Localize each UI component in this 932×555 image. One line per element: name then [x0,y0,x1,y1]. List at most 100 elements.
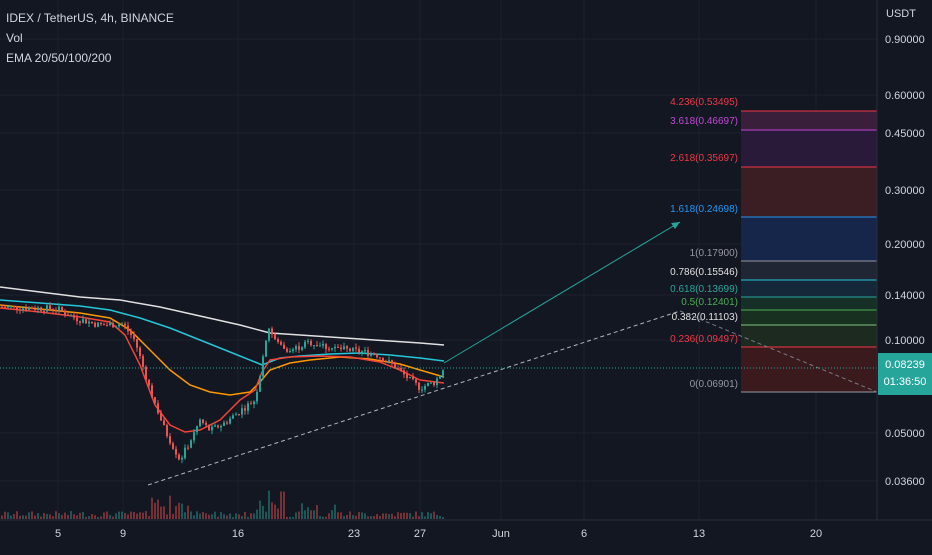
candle-body [394,363,396,369]
candle-body [115,326,117,328]
price-tick-label: 0.03600 [885,476,925,488]
volume-bar [106,511,108,519]
symbol-title[interactable]: IDEX / TetherUS, 4h, BINANCE [6,11,174,25]
volume-bar [286,516,288,519]
volume-bar [304,510,306,519]
volume-bar [7,512,9,519]
candle-body [337,346,339,348]
volume-bar [136,513,138,519]
volume-bar [346,514,348,519]
candle-body [178,454,180,460]
candle-body [397,368,399,370]
candle-body [172,443,174,449]
volume-bar [415,511,417,519]
candle-body [151,385,153,398]
projection-dashed-line[interactable] [679,310,878,393]
volume-indicator-label[interactable]: Vol [6,31,23,45]
support-trendline[interactable] [147,310,681,486]
candle-body [196,426,198,433]
ema-indicator-label[interactable]: EMA 20/50/100/200 [6,51,112,65]
candle-body [1,306,3,308]
price-axis[interactable]: 0.90000 0.60000 0.45000 0.30000 0.20000 … [885,34,925,488]
candle-body [268,328,270,341]
volume-bar [31,511,33,519]
candle-body [37,307,39,310]
candle-body [301,347,303,350]
candle-body [247,403,249,411]
volume-bar [277,508,279,519]
volume-bar [244,511,246,519]
projection-arrow-line[interactable] [443,221,681,364]
candle-body [52,309,54,311]
fib-label: 0.236(0.09497) [670,334,738,345]
volume-bar [157,499,159,519]
candle-body [127,325,129,332]
candle-body [124,323,126,326]
volume-bar [1,515,3,519]
volume-bar [442,516,444,519]
fib-label: 3.618(0.46697) [670,116,738,127]
volume-bar [262,505,264,519]
candle-body [349,348,351,351]
volume-bar [187,505,189,519]
volume-bar [130,511,132,519]
candle-body [376,354,378,358]
volume-bar [178,502,180,519]
volume-bar [196,511,198,519]
volume-bar [274,504,276,519]
volume-bar [91,514,93,519]
fib-label: 0.5(0.12401) [681,297,738,308]
volume-bar [271,502,273,519]
candle-body [70,315,72,317]
candle-body [112,323,114,328]
volume-bar [385,513,387,519]
candle-body [277,339,279,342]
volume-bar [109,514,111,519]
volume-bar [232,516,234,519]
volume-bar [13,514,15,519]
candle-body [391,360,393,364]
candle-body [238,414,240,416]
volume-bar [331,510,333,519]
candle-body [424,386,426,390]
candle-body [4,306,6,308]
volume-bar [205,513,207,519]
volume-bar [397,512,399,519]
volume-bar [337,512,339,519]
candle-body [205,422,207,425]
volume-bar [229,513,231,519]
volume-bar [268,490,270,519]
candle-body [226,422,228,424]
volume-bar [211,514,213,519]
candle-body [13,306,15,308]
candle-body [193,432,195,441]
candle-body [229,418,231,424]
candle-body [319,345,321,347]
volume-bar [151,497,153,519]
volume-bar [16,511,18,519]
candle-body [241,408,243,415]
candle-body [106,325,108,327]
fibonacci-retracement[interactable]: 4.236(0.53495) 3.618(0.46697) 2.618(0.35… [670,97,877,393]
price-tick-label: 0.10000 [885,335,925,347]
candle-body [352,347,354,351]
candle-body [82,319,84,323]
time-tick-label: 16 [232,528,244,540]
volume-bar [265,511,267,519]
chart-legend: IDEX / TetherUS, 4h, BINANCE Vol EMA 20/… [6,8,174,68]
volume-bar [220,512,222,519]
candle-body [373,353,375,355]
candle-body [118,324,120,327]
time-axis[interactable]: 5 9 16 23 27 Jun 6 13 20 [55,528,822,540]
candlestick-series[interactable] [1,302,444,464]
candle-body [292,349,294,352]
candle-body [217,425,219,428]
candle-body [340,347,342,350]
candle-body [343,346,345,350]
candle-body [235,414,237,416]
volume-bar [307,507,309,519]
candle-body [43,310,45,312]
candle-body [379,357,381,359]
